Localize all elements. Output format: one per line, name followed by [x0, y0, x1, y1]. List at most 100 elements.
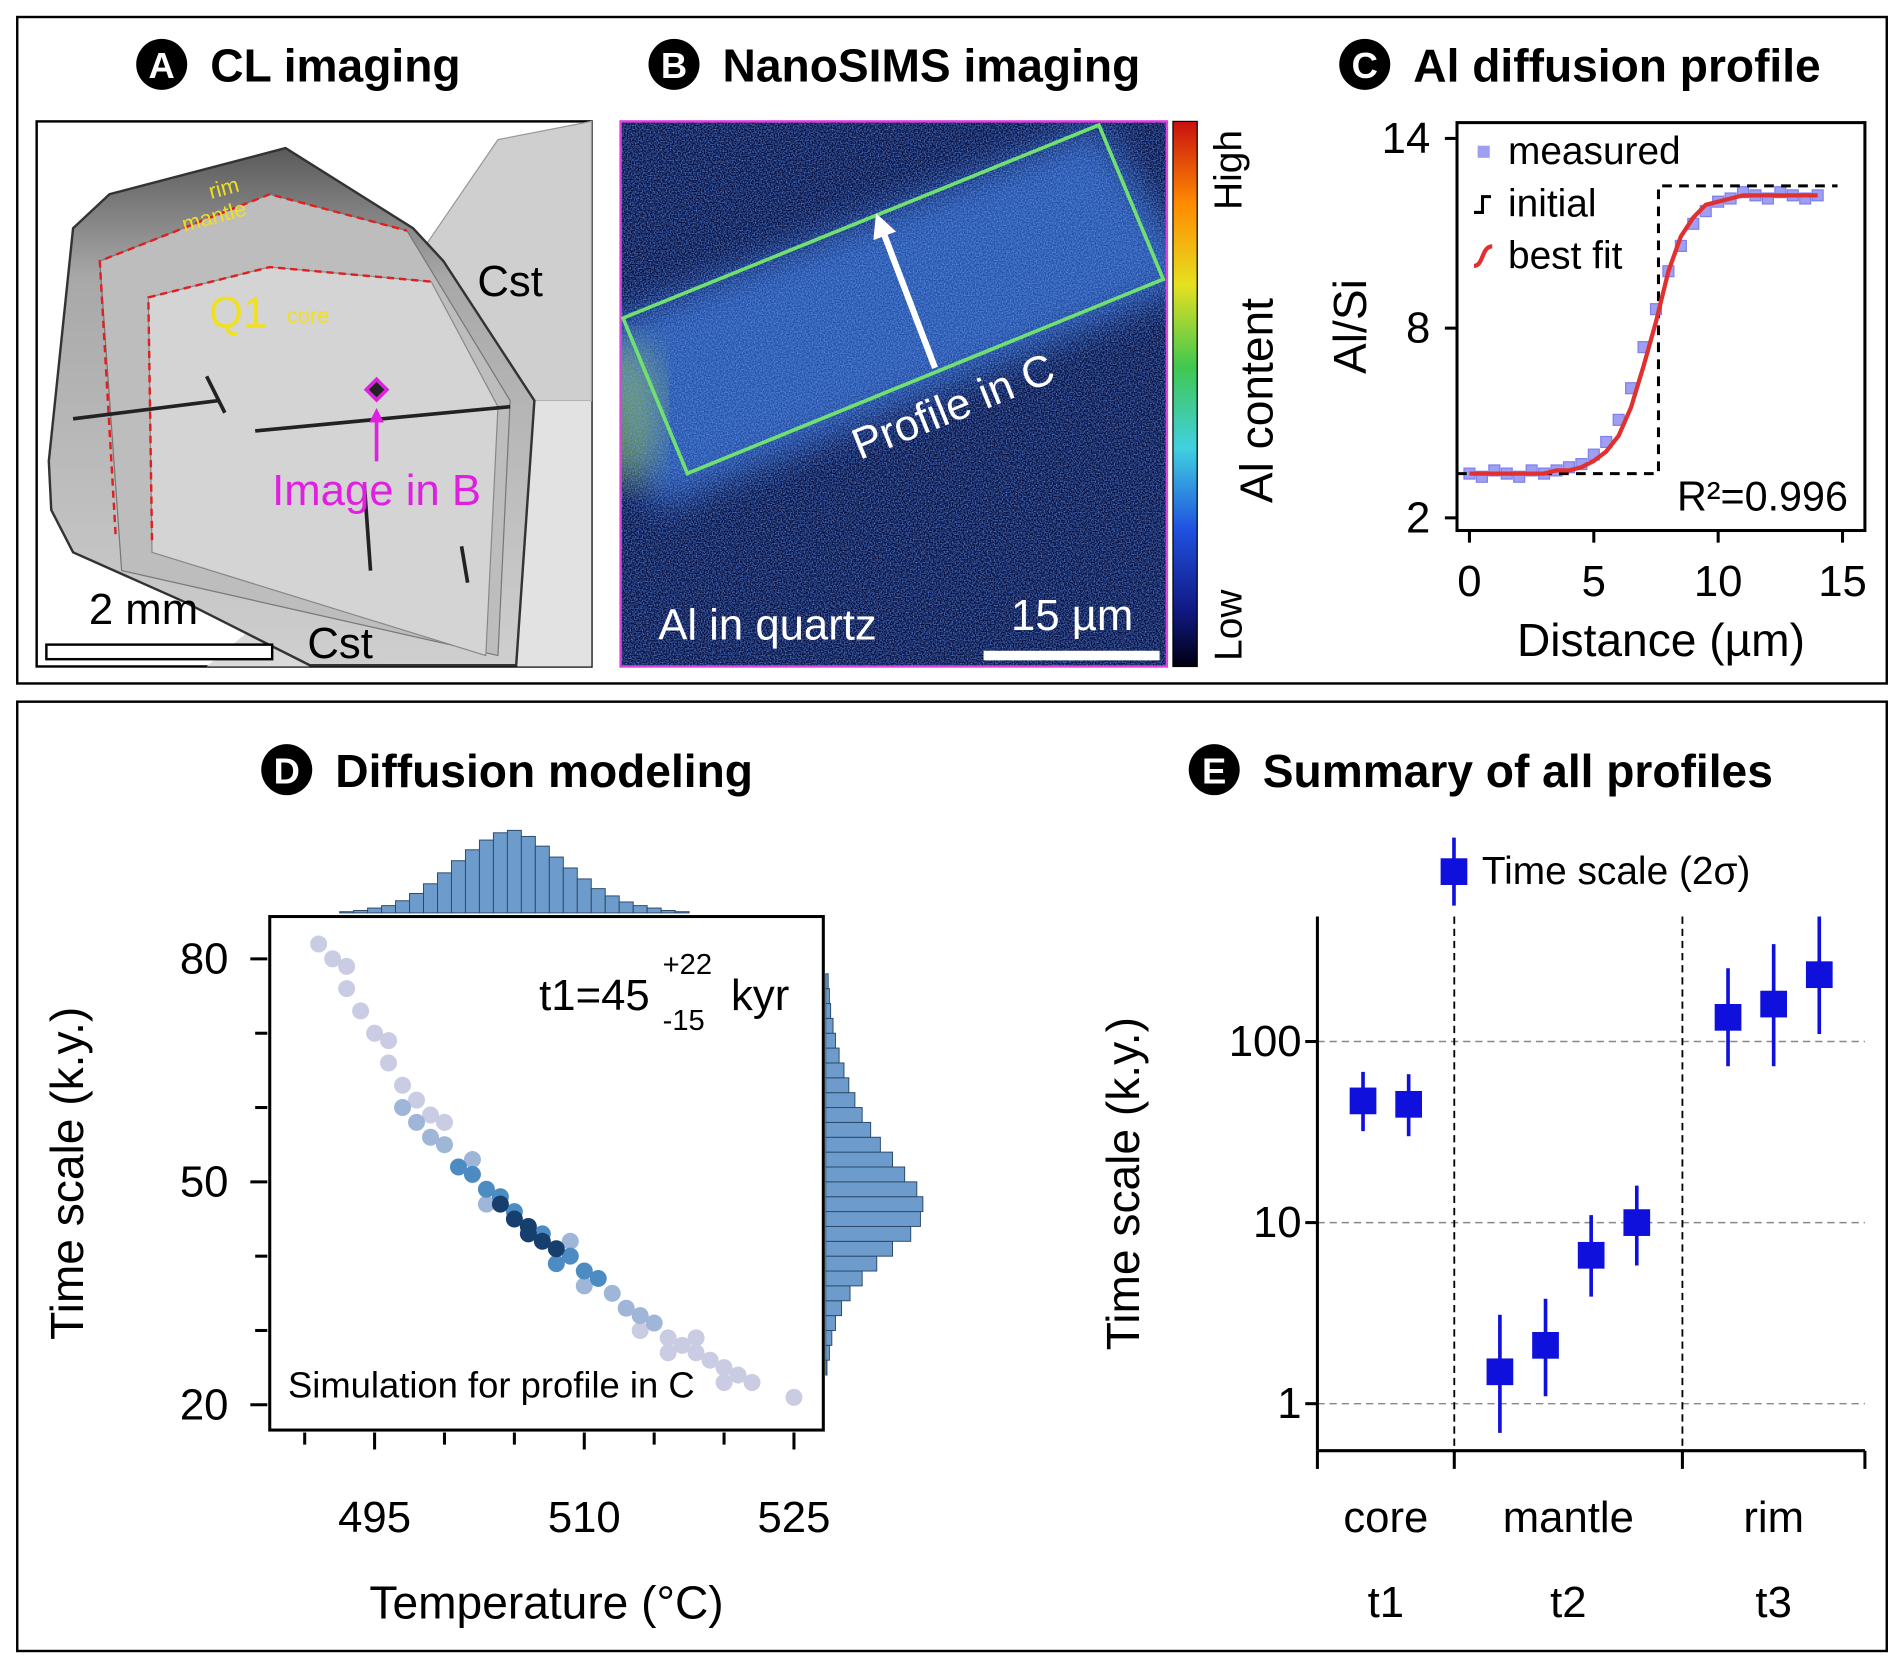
- data-point: [547, 1240, 565, 1258]
- histogram-bar: [825, 1047, 840, 1064]
- histogram-bar: [534, 845, 550, 914]
- data-point: [659, 1344, 677, 1362]
- legend-marker: [1477, 145, 1490, 158]
- x-tick-label: 495: [338, 1493, 411, 1542]
- data-point: [631, 1307, 649, 1325]
- annotation: Simulation for profile in C: [288, 1365, 695, 1406]
- histogram-bar: [825, 1300, 843, 1317]
- annotation: Cst: [307, 619, 373, 668]
- data-point: [310, 935, 328, 953]
- data-point: [631, 1321, 649, 1339]
- data-point: [422, 1106, 440, 1124]
- legend-label: initial: [1508, 182, 1596, 225]
- y-axis-label: Time scale (k.y.): [1097, 1017, 1149, 1350]
- histogram-bar: [353, 909, 369, 914]
- data-point: [422, 1128, 440, 1146]
- histogram-bar: [825, 1121, 872, 1138]
- data-point: [701, 1351, 719, 1369]
- bottom-box: [16, 700, 1888, 1653]
- data-point: [659, 1329, 677, 1347]
- data-point: [589, 1269, 607, 1287]
- colorbar: [1172, 120, 1198, 668]
- series: [1349, 916, 1833, 1433]
- data-point: [394, 1076, 412, 1094]
- annotation: t1=45: [539, 971, 650, 1020]
- data-point: [394, 1099, 412, 1117]
- data-point: [1486, 1358, 1514, 1386]
- data-point: [1761, 192, 1774, 205]
- x-category-label: core: [1343, 1493, 1428, 1542]
- histogram-bar: [548, 856, 564, 914]
- histogram-bar: [825, 1136, 881, 1153]
- panel-badge: [1339, 38, 1391, 90]
- data-point: [449, 1158, 467, 1176]
- panel-title: Al diffusion profile: [1413, 40, 1820, 92]
- histogram-bar: [825, 1032, 836, 1049]
- data-point: [1513, 470, 1526, 483]
- histogram-bar: [825, 1181, 918, 1198]
- histogram-bar: [674, 911, 690, 914]
- data-point: [715, 1359, 733, 1377]
- data-point: [1736, 186, 1750, 199]
- data-point: [1799, 192, 1812, 205]
- image-frame: [619, 120, 1169, 668]
- histogram-bar: [825, 1151, 894, 1168]
- data-point: [1760, 990, 1788, 1018]
- data-point: [617, 1299, 635, 1317]
- x-tick-label: 0: [1457, 557, 1481, 606]
- plot-bg: [269, 916, 824, 1431]
- data-point: [1525, 464, 1538, 477]
- boundary: [147, 265, 432, 541]
- histogram-bar: [825, 1107, 863, 1123]
- data-point: [408, 1091, 426, 1109]
- scale-bar: [45, 643, 274, 661]
- histogram-bar: [632, 905, 648, 914]
- x-tick-label: 10: [1694, 557, 1743, 606]
- data-point: [715, 1374, 733, 1391]
- image-noise: [620, 121, 1167, 667]
- legend-label: measured: [1508, 130, 1681, 173]
- data-point: [785, 1388, 803, 1406]
- data-point: [1805, 961, 1833, 989]
- legend-marker: [1440, 858, 1468, 885]
- colorbar-title: Al content: [1231, 298, 1283, 503]
- data-point: [505, 1210, 523, 1228]
- panel-letter: E: [1202, 750, 1226, 791]
- neighbor-crystal: [516, 400, 592, 667]
- series-line: [1457, 184, 1838, 476]
- annotation: R²=0.996: [1677, 474, 1848, 520]
- x-sublabel: t3: [1755, 1578, 1791, 1627]
- y-tick-label: 10: [1253, 1198, 1302, 1247]
- histogram-bar: [825, 1240, 894, 1257]
- annotation: Q1: [209, 289, 267, 338]
- data-point: [1349, 1087, 1377, 1115]
- colorbar-label: Low: [1207, 589, 1250, 661]
- histogram-bar: [825, 1017, 834, 1034]
- x-category-label: rim: [1743, 1493, 1804, 1542]
- histogram-bar: [492, 832, 508, 914]
- y-tick-label: 100: [1229, 1017, 1302, 1066]
- histogram-bar: [562, 867, 578, 914]
- colorbar-label: High: [1207, 130, 1250, 210]
- data-point: [380, 1054, 398, 1072]
- histogram-bar: [825, 1285, 851, 1302]
- x-sublabel: t2: [1550, 1578, 1586, 1627]
- histogram-bar: [395, 900, 411, 914]
- y-tick-label: 2: [1406, 493, 1430, 542]
- data-point: [645, 1314, 663, 1332]
- data-point: [1532, 1331, 1559, 1359]
- data-point: [491, 1195, 509, 1213]
- data-point: [1395, 1090, 1423, 1118]
- panel-b: B NanoSIMS imaging Profile in C Al in qu…: [619, 38, 1283, 668]
- histogram-bar: [520, 835, 536, 914]
- x-tick-label: 525: [758, 1493, 831, 1542]
- data-point: [1774, 186, 1787, 199]
- x-category-label: mantle: [1503, 1493, 1634, 1542]
- x-tick-label: 510: [548, 1493, 621, 1542]
- panel-letter: C: [1352, 45, 1378, 86]
- panel-a: A CL imaging rim mantle Q1 core Cst Cst …: [35, 38, 593, 668]
- histogram-bar: [464, 849, 480, 914]
- data-point: [408, 1113, 426, 1131]
- data-point: [366, 1024, 384, 1042]
